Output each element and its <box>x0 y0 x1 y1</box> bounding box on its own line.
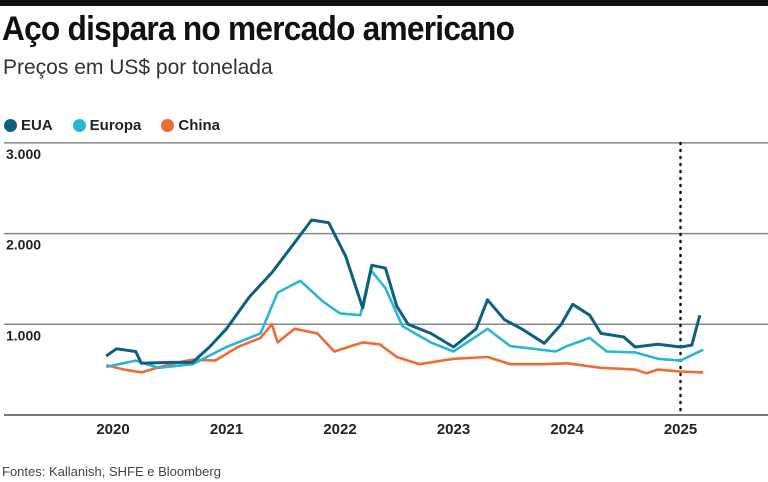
legend-label: China <box>178 117 221 134</box>
x-tick-label: 2024 <box>550 421 584 438</box>
legend-dot-icon <box>161 119 175 132</box>
legend-label: Europa <box>89 117 142 134</box>
legend-item-eua: EUA <box>4 117 53 134</box>
x-tick-label: 2020 <box>96 421 129 438</box>
series-line-china <box>105 322 704 375</box>
series-line-europa <box>105 268 704 370</box>
legend-label: EUA <box>21 117 53 134</box>
x-tick-label: 2025 <box>664 421 697 438</box>
y-tick-label: 2.000 <box>6 237 41 253</box>
series-line-eua <box>105 218 702 365</box>
y-tick-label: 3.000 <box>6 146 41 162</box>
legend-item-europa: Europa <box>72 117 142 134</box>
x-tick-label: 2023 <box>437 421 470 438</box>
x-tick-label: 2021 <box>210 421 243 438</box>
source-note: Fontes: Kallanish, SHFE e Bloomberg <box>2 464 221 479</box>
x-tick-label: 2022 <box>323 421 356 438</box>
chart-title: Aço dispara no mercado americano <box>2 10 515 48</box>
legend: EUA Europa China <box>4 117 220 134</box>
chart-subtitle: Preços em US$ por tonelada <box>3 56 273 79</box>
y-tick-label: 1.000 <box>6 327 41 343</box>
legend-item-china: China <box>161 117 220 134</box>
top-rule <box>0 0 768 6</box>
legend-dot-icon <box>72 119 86 132</box>
legend-dot-icon <box>4 119 17 132</box>
